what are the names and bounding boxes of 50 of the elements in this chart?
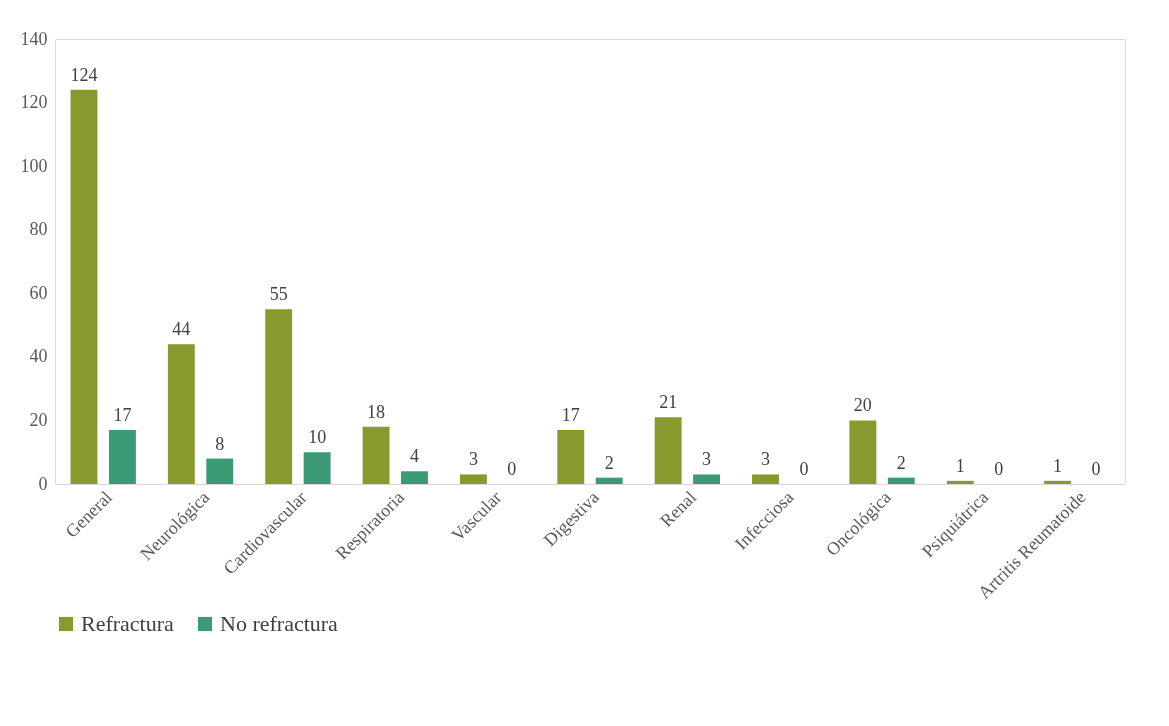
data-label: 3 <box>761 449 771 470</box>
bar <box>595 477 623 484</box>
data-label: 0 <box>1091 459 1101 479</box>
data-label: 4 <box>409 446 419 467</box>
data-label: 17 <box>113 404 132 425</box>
data-label: 1 <box>955 455 965 476</box>
data-label: 20 <box>853 395 872 416</box>
data-label: 2 <box>604 452 614 473</box>
y-tick-label: 0 <box>38 473 48 494</box>
bar <box>167 344 195 484</box>
data-label: 0 <box>994 459 1004 479</box>
data-label: 0 <box>799 459 809 479</box>
legend-label: No refractura <box>220 611 339 636</box>
y-tick-label: 120 <box>20 92 48 113</box>
bar <box>265 309 293 484</box>
legend-label: Refractura <box>81 611 175 636</box>
data-label: 10 <box>308 427 327 448</box>
data-label: 3 <box>702 449 712 470</box>
bar <box>557 429 585 484</box>
bar <box>70 89 98 484</box>
bar <box>362 426 390 484</box>
data-label: 3 <box>468 449 478 470</box>
bar <box>303 452 331 484</box>
data-label: 8 <box>215 433 225 454</box>
bar <box>654 417 682 484</box>
bar <box>849 420 877 484</box>
bar <box>887 477 915 484</box>
y-tick-label: 140 <box>20 28 48 49</box>
bar <box>946 480 974 484</box>
bar <box>693 474 721 484</box>
data-label: 17 <box>561 404 580 425</box>
bar <box>206 458 234 484</box>
bar <box>752 474 779 484</box>
bar <box>1044 480 1072 484</box>
data-label: 44 <box>172 319 191 340</box>
y-tick-label: 40 <box>29 346 48 367</box>
y-tick-label: 20 <box>29 409 48 430</box>
bar <box>401 471 428 484</box>
data-label: 55 <box>269 284 288 305</box>
y-tick-label: 60 <box>29 282 48 303</box>
data-label: 2 <box>896 452 906 473</box>
data-label: 124 <box>70 64 98 85</box>
y-tick-label: 100 <box>20 155 48 176</box>
bar <box>459 474 487 484</box>
data-label: 18 <box>367 401 386 422</box>
data-label: 21 <box>659 392 678 413</box>
bar <box>108 429 136 484</box>
data-label: 0 <box>507 459 517 479</box>
data-label: 1 <box>1053 455 1063 476</box>
y-tick-label: 80 <box>29 219 48 240</box>
